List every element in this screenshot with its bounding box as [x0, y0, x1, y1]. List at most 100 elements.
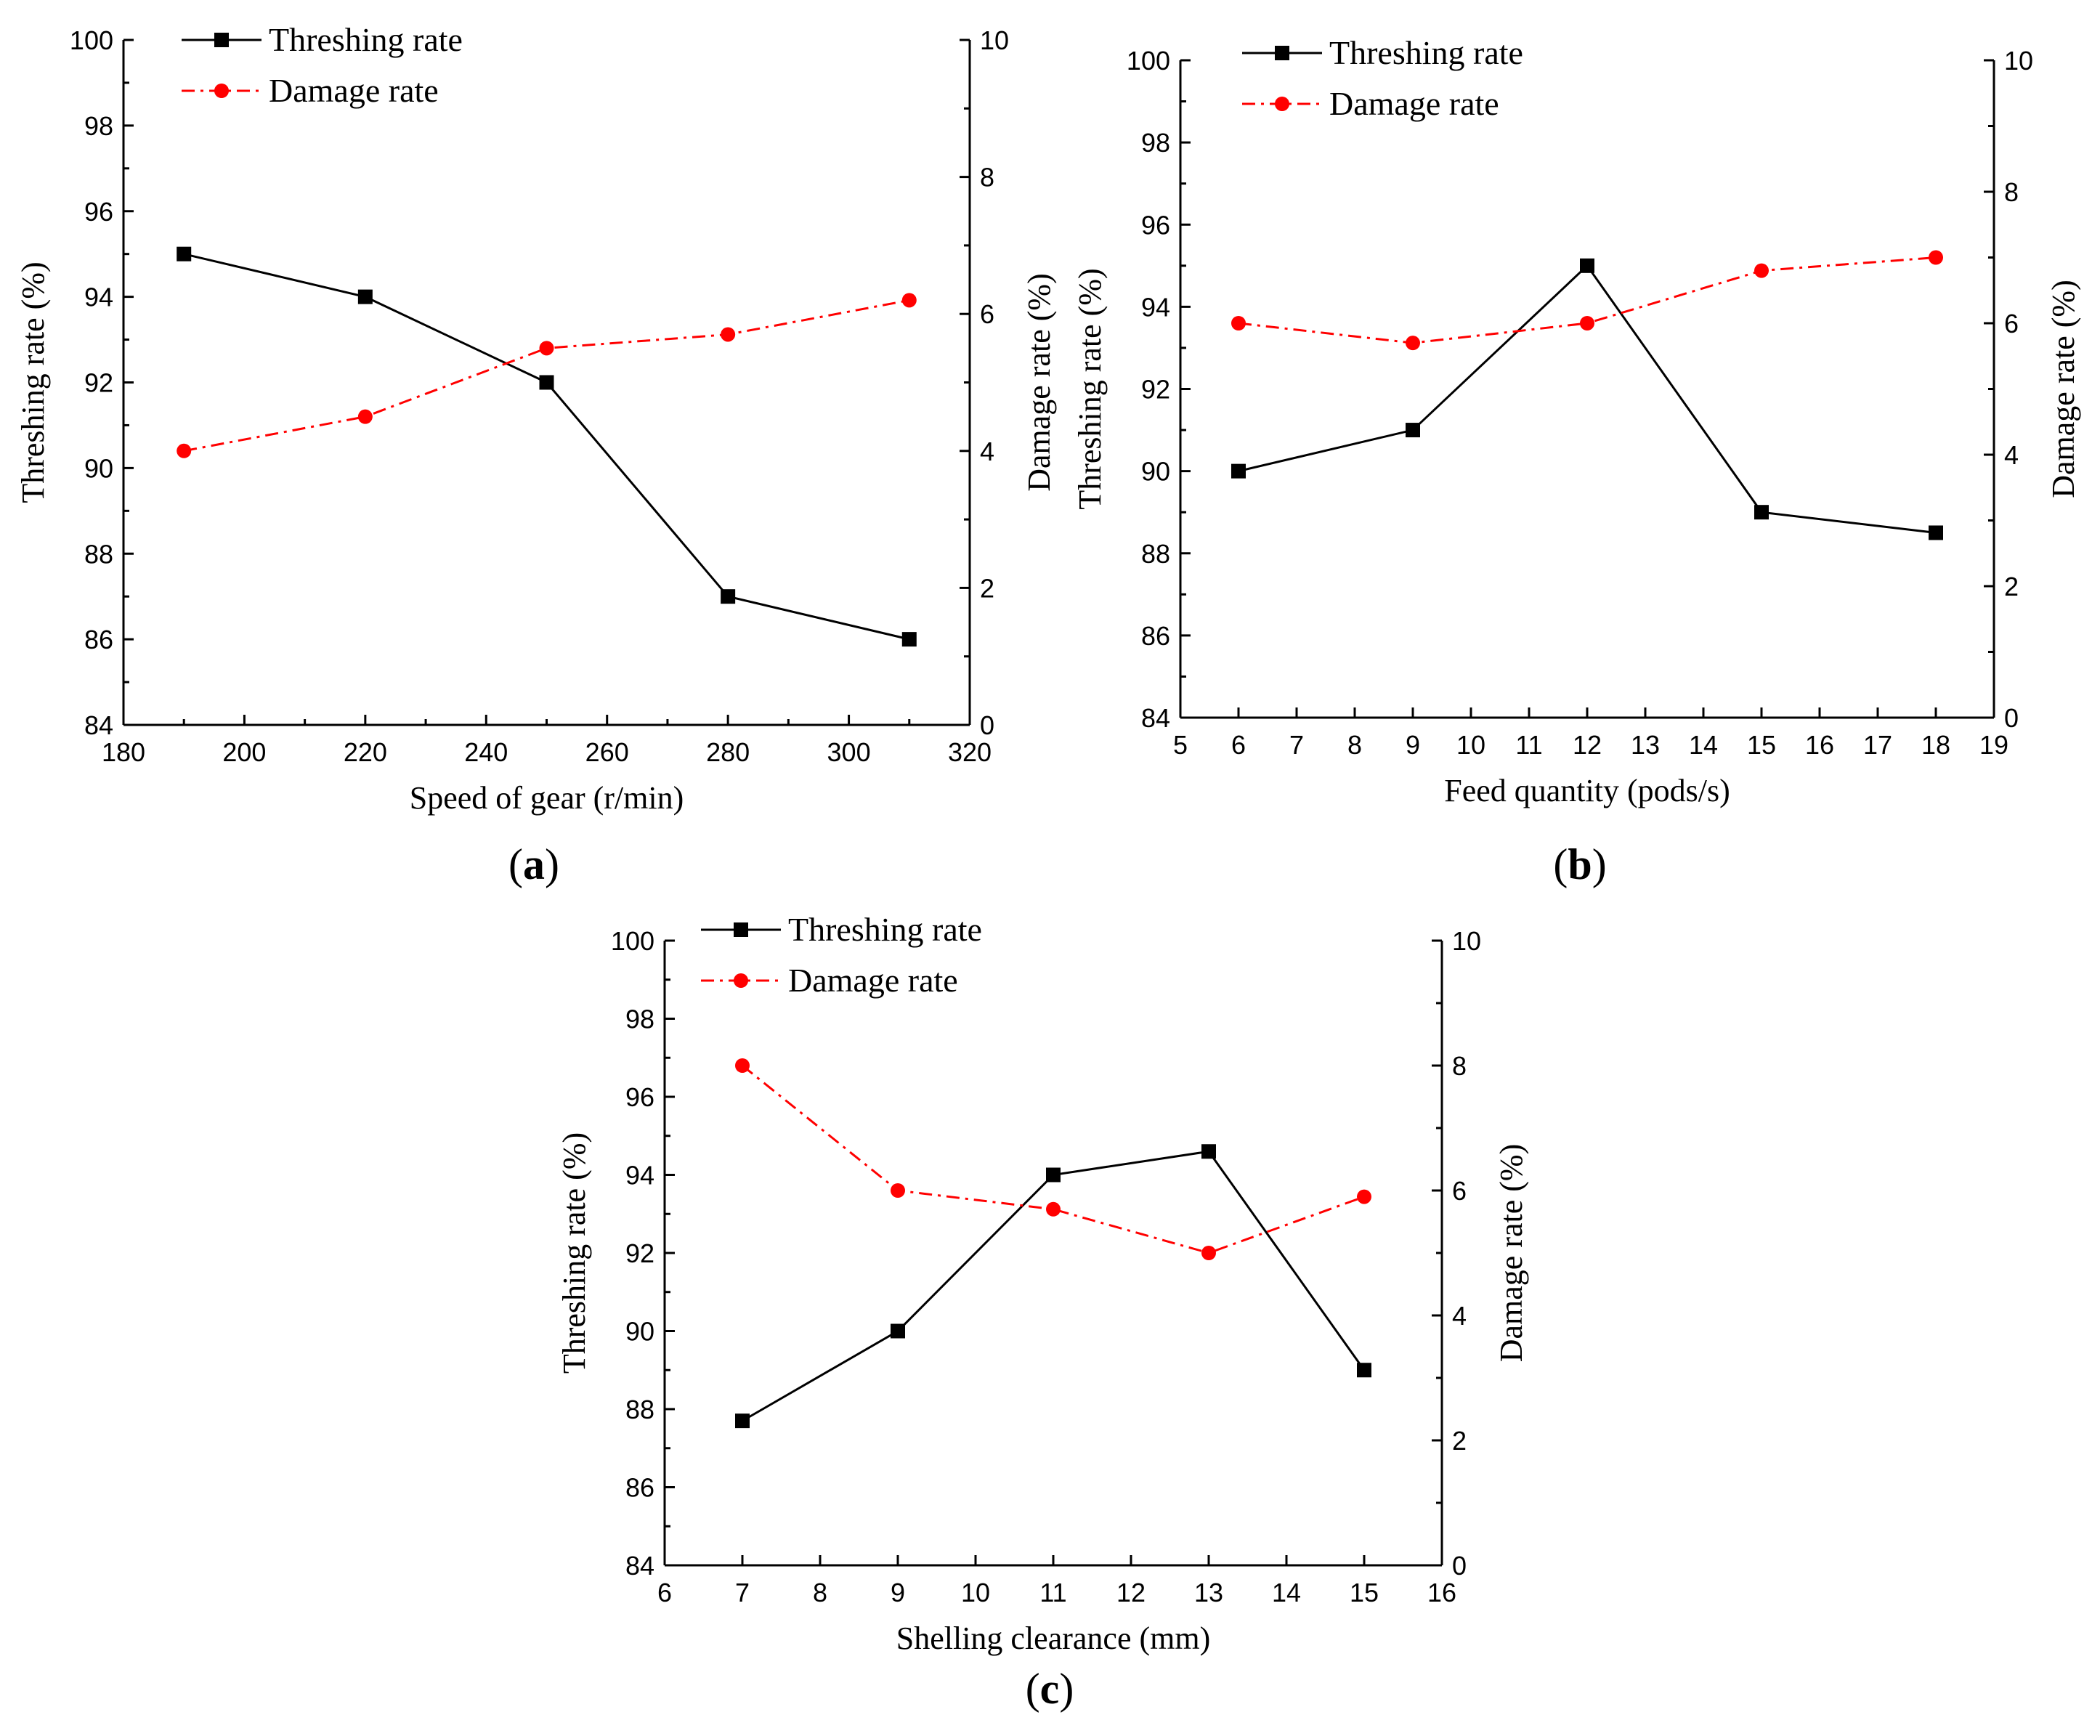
- y-axis-title: Threshing rate (%): [556, 1132, 592, 1374]
- y-axis-title: Threshing rate (%): [1072, 268, 1108, 509]
- panel-label-close: ): [1059, 1665, 1074, 1713]
- x-tick-label: 12: [1573, 730, 1602, 760]
- y-tick-label: 98: [1141, 128, 1170, 158]
- x-tick-label: 9: [891, 1578, 905, 1607]
- y2-tick-label: 4: [2004, 440, 2019, 470]
- y2-axis-title: Damage rate (%): [1021, 273, 1057, 491]
- x-tick-label: 280: [706, 737, 750, 767]
- series-threshing-rate: [735, 1144, 1371, 1429]
- x-tick-label: 320: [948, 737, 992, 767]
- y2-tick-label: 8: [1452, 1051, 1467, 1081]
- legend-marker-circle: [734, 973, 748, 988]
- damage-point: [735, 1058, 750, 1073]
- x-tick-label: 7: [735, 1578, 750, 1607]
- y-tick-label: 92: [84, 368, 113, 398]
- series-threshing-rate: [1231, 258, 1943, 540]
- x-tick-label: 6: [1231, 730, 1246, 760]
- x-axis-title: Speed of gear (r/min): [410, 780, 684, 816]
- threshing-point: [1231, 463, 1246, 479]
- damage-point: [539, 341, 554, 356]
- x-tick-label: 17: [1863, 730, 1892, 760]
- y-tick-label: 96: [1141, 210, 1170, 240]
- x-tick-label: 14: [1689, 730, 1718, 760]
- damage-point: [721, 327, 736, 342]
- y-tick-label: 88: [1141, 539, 1170, 569]
- series-line: [1238, 264, 1937, 534]
- y-tick-label: 88: [625, 1395, 654, 1424]
- x-tick-label: 15: [1747, 730, 1776, 760]
- panel-label: (b): [1553, 840, 1606, 888]
- y-tick-label: 100: [611, 926, 654, 956]
- y2-tick-label: 2: [2004, 572, 2019, 601]
- y-tick-label: 90: [625, 1317, 654, 1347]
- legend-label: Threshing rate: [788, 911, 982, 948]
- damage-point: [1580, 316, 1594, 330]
- y-tick-label: 86: [84, 625, 113, 654]
- x-tick-label: 18: [1921, 730, 1950, 760]
- y2-tick-label: 10: [980, 25, 1009, 55]
- threshing-point: [1754, 505, 1769, 520]
- x-tick-label: 10: [961, 1578, 990, 1607]
- series-damage-rate: [1231, 250, 1943, 351]
- y-tick-label: 90: [1141, 457, 1170, 487]
- y-tick-label: 100: [70, 25, 113, 55]
- y-tick-label: 94: [84, 283, 113, 312]
- threshing-point: [891, 1323, 905, 1339]
- x-tick-label: 200: [222, 737, 266, 767]
- x-tick-label: 16: [1805, 730, 1834, 760]
- legend-marker-circle: [214, 84, 229, 98]
- panel-label-open: (: [1026, 1665, 1040, 1713]
- y2-tick-label: 4: [1452, 1301, 1467, 1331]
- damage-point: [891, 1183, 905, 1198]
- y-tick-label: 94: [625, 1161, 654, 1191]
- panel-label-letter: b: [1568, 840, 1592, 888]
- threshing-point: [1046, 1167, 1061, 1183]
- y-tick-label: 86: [1141, 621, 1170, 651]
- threshing-point: [735, 1413, 750, 1429]
- x-tick-label: 9: [1406, 730, 1420, 760]
- legend-marker-circle: [1275, 97, 1289, 111]
- y-tick-label: 86: [625, 1473, 654, 1503]
- y2-tick-label: 6: [2004, 309, 2019, 338]
- damage-point: [1046, 1201, 1061, 1217]
- damage-point: [177, 443, 192, 458]
- y-tick-label: 92: [1141, 375, 1170, 405]
- x-axis-title: Feed quantity (pods/s): [1444, 773, 1730, 808]
- x-tick-label: 13: [1194, 1578, 1223, 1607]
- y-tick-label: 98: [625, 1005, 654, 1034]
- damage-point: [357, 409, 373, 424]
- y-tick-label: 98: [84, 111, 113, 141]
- y-tick-label: 96: [625, 1082, 654, 1112]
- y2-axis-title: Damage rate (%): [2046, 280, 2081, 498]
- chart-panel-c: 6 7 8 9 10 11 12 13 14 15 168486889092949698100024…: [556, 911, 1529, 1713]
- y2-axis-title: Damage rate (%): [1493, 1144, 1529, 1362]
- damage-point: [901, 293, 917, 308]
- x-tick-label: 19: [1979, 730, 2008, 760]
- y-tick-label: 88: [84, 539, 113, 569]
- y-tick-label: 92: [625, 1238, 654, 1268]
- y-tick-label: 94: [1141, 292, 1170, 322]
- threshing-point: [1201, 1144, 1216, 1159]
- y-tick-label: 96: [84, 197, 113, 227]
- x-tick-label: 10: [1456, 730, 1485, 760]
- y2-tick-label: 6: [1452, 1176, 1467, 1206]
- legend-label: Damage rate: [788, 962, 958, 999]
- legend-label: Threshing rate: [269, 21, 463, 58]
- damage-point: [1406, 336, 1420, 351]
- x-tick-label: 240: [464, 737, 508, 767]
- x-tick-label: 7: [1289, 730, 1304, 760]
- panel-label-close: ): [1592, 840, 1607, 888]
- legend-label: Damage rate: [269, 72, 439, 109]
- x-tick-label: 14: [1272, 1578, 1301, 1607]
- legend-label: Damage rate: [1329, 85, 1499, 122]
- series-damage-rate: [735, 1058, 1371, 1260]
- threshing-point: [1580, 258, 1594, 273]
- y2-tick-label: 10: [2004, 46, 2033, 76]
- legend: Threshing rate Damage rate: [182, 21, 463, 109]
- x-tick-label: 6: [657, 1578, 672, 1607]
- x-tick-label: 8: [813, 1578, 827, 1607]
- threshing-point: [177, 246, 192, 261]
- chart-panel-a: 180 200 220 240 260 280 300 3208486889092949698…: [15, 21, 1057, 888]
- y-axis-title: Threshing rate (%): [15, 261, 51, 503]
